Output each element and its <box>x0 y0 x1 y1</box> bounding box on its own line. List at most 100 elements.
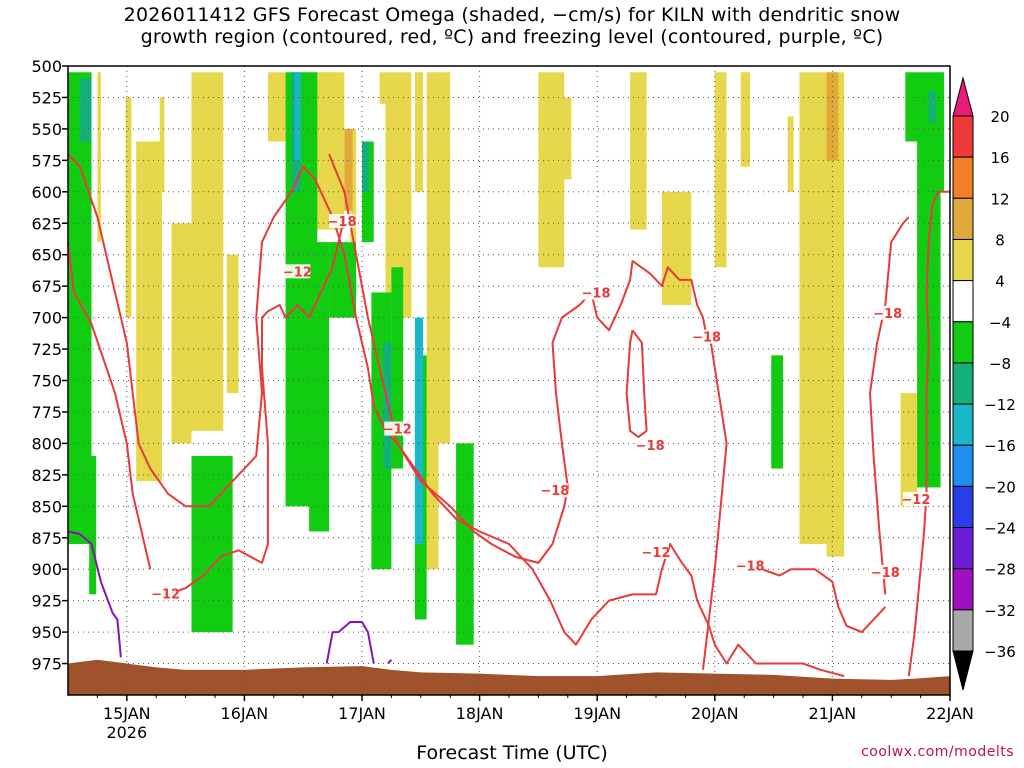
omega-shading-layer <box>68 72 945 645</box>
omega-region-46 <box>383 342 392 469</box>
omega-region-7 <box>267 72 286 142</box>
x-tick-label-7: 22JAN <box>926 704 974 723</box>
contour-label-layer: −18 −12 −12 −18 −18 −18 −18 −12 −18 −18 −18 −12 −12 <box>151 213 930 602</box>
contour-label-bg-8 <box>737 558 764 573</box>
terrain-layer <box>68 659 950 695</box>
colorbar-label-2: 12 <box>990 190 1009 208</box>
dgz-contour-2 <box>907 190 950 677</box>
colorbar-label-4: 4 <box>995 273 1005 291</box>
contour-label-bg-10 <box>874 305 901 320</box>
omega-region-39 <box>771 355 784 469</box>
omega-region-36 <box>391 267 404 469</box>
colorbar-label-7: −12 <box>984 396 1016 414</box>
freezing-level-contour-1 <box>325 621 375 664</box>
y-tick-label-6: 650 <box>31 246 62 265</box>
dgz-contour-3 <box>167 216 346 596</box>
omega-region-25 <box>900 393 918 507</box>
y-tick-label-9: 725 <box>31 340 62 359</box>
dgz-contour-5 <box>625 329 648 439</box>
dgz-contour-7 <box>738 561 887 634</box>
y-tick-label-3: 575 <box>31 151 62 170</box>
dgz-contour-4 <box>328 153 707 564</box>
omega-region-43 <box>79 78 92 142</box>
contour-label-3: −18 <box>540 484 569 499</box>
colorbar-bin-7 <box>952 403 974 446</box>
colorbar-label-3: 8 <box>995 231 1005 249</box>
y-tick-label-10: 750 <box>31 372 62 391</box>
colorbar-bin-10 <box>952 527 974 570</box>
x-tick-label-2: 17JAN <box>338 704 386 723</box>
omega-region-49 <box>414 317 424 545</box>
x-tick-label-6: 21JAN <box>809 704 857 723</box>
contour-label-4: −18 <box>582 287 611 302</box>
omega-region-1 <box>125 97 132 318</box>
contour-label-11: −12 <box>901 493 930 508</box>
colorbar-label-12: −32 <box>984 602 1016 620</box>
omega-region-28 <box>68 72 92 545</box>
omega-region-10 <box>350 128 357 243</box>
omega-region-9 <box>312 72 345 230</box>
omega-region-30 <box>191 455 233 633</box>
omega-region-33 <box>329 242 357 318</box>
y-tick-label-16: 900 <box>31 560 62 579</box>
x-tick-label-0: 15JAN <box>103 704 151 723</box>
x-tick-label-5: 20JAN <box>691 704 739 723</box>
dgz-contour-8 <box>869 216 910 595</box>
omega-region-38 <box>456 443 474 645</box>
y-tick-label-19: 975 <box>31 655 62 674</box>
x-tick-label-1: 16JAN <box>221 704 269 723</box>
credit-link[interactable]: coolwx.com/modelts <box>861 744 1014 760</box>
contour-label-0: −18 <box>328 215 357 230</box>
y-tick-label-7: 675 <box>31 277 62 296</box>
contour-label-bg-4 <box>583 285 610 300</box>
x-axis-label: Forecast Time (UTC) <box>416 742 608 764</box>
colorbar-top-arrow <box>952 76 974 117</box>
omega-region-24 <box>826 72 845 557</box>
colorbar-bin-11 <box>952 568 974 611</box>
colorbar-bin-0 <box>952 115 974 158</box>
terrain-surface <box>68 659 950 695</box>
omega-region-29 <box>89 455 97 595</box>
contour-label-7: −12 <box>642 546 671 561</box>
y-tick-label-15: 875 <box>31 529 62 548</box>
freezing-level-contour-0 <box>67 530 122 658</box>
colorbar-bin-8 <box>952 444 974 487</box>
contour-label-bg-12 <box>152 586 179 601</box>
contour-label-6: −18 <box>636 439 665 454</box>
omega-region-13 <box>414 72 424 192</box>
contour-label-2: −12 <box>383 423 412 438</box>
omega-region-2 <box>136 141 163 482</box>
omega-region-21 <box>740 72 751 167</box>
omega-region-23 <box>799 72 827 545</box>
grid-layer <box>68 66 950 695</box>
colorbar-label-8: −16 <box>984 437 1016 455</box>
contour-label-5: −18 <box>692 331 721 346</box>
chart-title: 2026011412 GFS Forecast Omega (shaded, −… <box>0 4 1024 48</box>
colorbar-label-10: −24 <box>984 520 1016 538</box>
omega-region-41 <box>917 141 941 488</box>
y-tick-label-18: 950 <box>31 623 62 642</box>
contour-label-10: −18 <box>873 307 902 322</box>
colorbar-label-11: −28 <box>984 561 1016 579</box>
contour-label-12: −12 <box>151 587 180 602</box>
x-tick-label-4: 19JAN <box>573 704 621 723</box>
chart-title-line-1: 2026011412 GFS Forecast Omega (shaded, −… <box>123 4 901 26</box>
omega-region-3 <box>159 97 165 192</box>
colorbar-bin-12 <box>952 609 974 652</box>
colorbar-bin-9 <box>952 485 974 529</box>
omega-region-20 <box>714 72 727 268</box>
colorbar-label-1: 16 <box>990 149 1009 167</box>
omega-region-4 <box>171 223 192 444</box>
omega-region-18 <box>630 72 647 230</box>
y-tick-label-12: 800 <box>31 434 62 453</box>
colorbar-label-0: 20 <box>990 108 1009 126</box>
omega-region-6 <box>226 254 239 394</box>
y-tick-label-1: 525 <box>31 88 62 107</box>
colorbar-label-6: −8 <box>989 355 1011 373</box>
colorbar-label-5: −4 <box>989 314 1011 332</box>
omega-region-5 <box>191 72 224 431</box>
y-tick-label-17: 925 <box>31 592 62 611</box>
y-tick-label-14: 850 <box>31 497 62 516</box>
omega-region-45 <box>362 141 370 192</box>
